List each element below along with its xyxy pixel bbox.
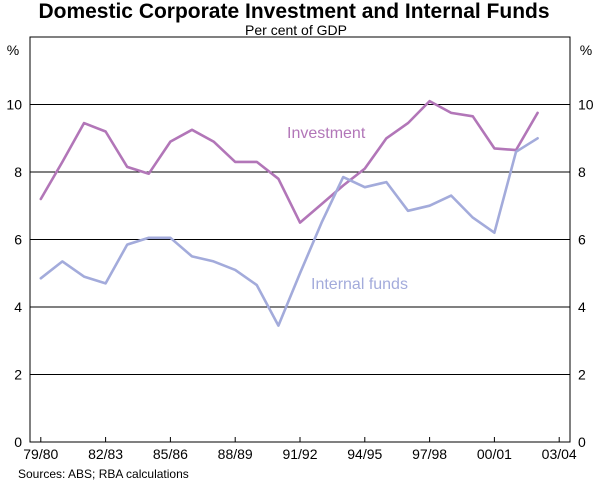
x-tick-label-97-98: 97/98 bbox=[412, 446, 447, 462]
y-unit-right: % bbox=[580, 42, 592, 58]
series-lines bbox=[39, 99, 539, 327]
y-tick-right-10: 10 bbox=[578, 97, 594, 113]
x-tick-label-88-89: 88/89 bbox=[218, 446, 253, 462]
y-tick-right-2: 2 bbox=[578, 367, 586, 383]
x-tick-label-82-83: 82/83 bbox=[88, 446, 123, 462]
chart-subtitle: Per cent of GDP bbox=[245, 22, 347, 38]
x-tick-label-91-92: 91/92 bbox=[282, 446, 317, 462]
x-axis: 79/80 82/83 85/86 88/89 91/92 94/95 97/98 00/01… bbox=[23, 437, 577, 462]
y-tick-left-6: 6 bbox=[14, 232, 22, 248]
x-tick-label-79-80: 79/80 bbox=[23, 446, 58, 462]
x-tick-label-94-95: 94/95 bbox=[347, 446, 382, 462]
y-tick-left-8: 8 bbox=[14, 164, 22, 180]
y-tick-right-0: 0 bbox=[578, 434, 586, 450]
source-note: Sources: ABS; RBA calculations bbox=[18, 467, 189, 481]
y-axis-right: 0 2 4 6 8 10 bbox=[578, 97, 594, 451]
x-tick-label-03-04: 03/04 bbox=[542, 446, 577, 462]
gridlines bbox=[30, 104, 570, 375]
y-tick-left-0: 0 bbox=[14, 434, 22, 450]
y-tick-left-4: 4 bbox=[14, 299, 22, 315]
y-tick-left-10: 10 bbox=[6, 97, 22, 113]
series-line-investment bbox=[39, 99, 539, 224]
chart-title: Domestic Corporate Investment and Intern… bbox=[38, 0, 549, 23]
series-line-internal-funds bbox=[39, 137, 539, 327]
x-tick-label-00-01: 00/01 bbox=[477, 446, 512, 462]
y-tick-right-8: 8 bbox=[578, 164, 586, 180]
y-axis-left: 0 2 4 6 8 10 bbox=[6, 97, 22, 451]
y-tick-right-6: 6 bbox=[578, 232, 586, 248]
y-tick-right-4: 4 bbox=[578, 299, 586, 315]
label-internal-funds: Internal funds bbox=[311, 276, 408, 293]
y-tick-left-2: 2 bbox=[14, 367, 22, 383]
x-tick-label-85-86: 85/86 bbox=[153, 446, 188, 462]
y-unit-left: % bbox=[7, 42, 19, 58]
label-investment: Investment bbox=[287, 125, 366, 142]
